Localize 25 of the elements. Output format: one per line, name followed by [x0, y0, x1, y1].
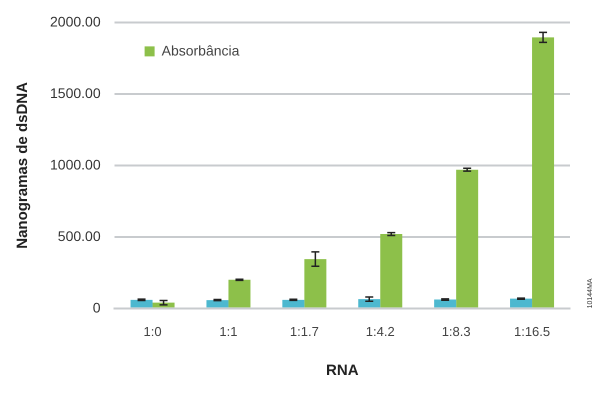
x-tick-label: 1:1 [219, 324, 238, 339]
bar [532, 37, 554, 308]
bar [206, 300, 228, 308]
x-tick-label: 1:8.3 [442, 324, 471, 339]
x-tick-label: 1:1.7 [290, 324, 319, 339]
bar [380, 234, 402, 308]
y-tick-label: 500.00 [58, 228, 101, 244]
bar [434, 300, 456, 308]
bar [282, 300, 304, 308]
bar [228, 280, 250, 308]
x-tick-label: 1:4.2 [366, 324, 395, 339]
y-tick-label: 2000.00 [50, 13, 101, 30]
x-axis-title: RNA [326, 362, 359, 380]
legend-label: Absorbância [162, 42, 240, 58]
bar [304, 259, 326, 308]
x-tick-label: 1:16.5 [514, 324, 550, 339]
x-tick-label: 1:0 [144, 324, 162, 339]
y-axis-title: Nanogramas de dsDNA [14, 82, 32, 249]
y-tick-label: 1500.00 [50, 84, 101, 101]
bar [456, 170, 478, 308]
bar [130, 300, 153, 308]
y-tick-label: 0 [92, 299, 101, 316]
y-tick-label: 1000.00 [50, 156, 101, 172]
bar [510, 298, 532, 308]
bar [358, 299, 380, 308]
